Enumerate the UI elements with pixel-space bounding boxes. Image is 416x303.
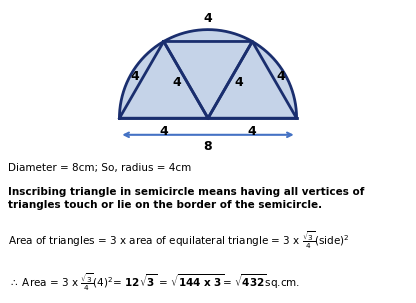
Text: Area of triangles = 3 x area of equilateral triangle = 3 x $\frac{\sqrt{3}}{4}$(: Area of triangles = 3 x area of equilate…: [8, 229, 350, 251]
Text: 4: 4: [131, 70, 139, 83]
Text: Inscribing triangle in semicircle means having all vertices of
triangles touch o: Inscribing triangle in semicircle means …: [8, 187, 364, 210]
Text: 4: 4: [159, 125, 168, 138]
Text: 4: 4: [248, 125, 257, 138]
Polygon shape: [119, 30, 297, 118]
Text: 8: 8: [204, 140, 212, 153]
Text: 4: 4: [173, 75, 181, 88]
Text: Diameter = 8cm; So, radius = 4cm: Diameter = 8cm; So, radius = 4cm: [8, 163, 191, 173]
Text: 4: 4: [277, 70, 285, 83]
Text: $\therefore$ Area = 3 x $\frac{\sqrt{3}}{4}$(4)$^2$= $\mathbf{12\sqrt{3}}$ = $\m: $\therefore$ Area = 3 x $\frac{\sqrt{3}}…: [8, 272, 300, 293]
Text: 4: 4: [203, 12, 213, 25]
Text: 4: 4: [235, 75, 243, 88]
